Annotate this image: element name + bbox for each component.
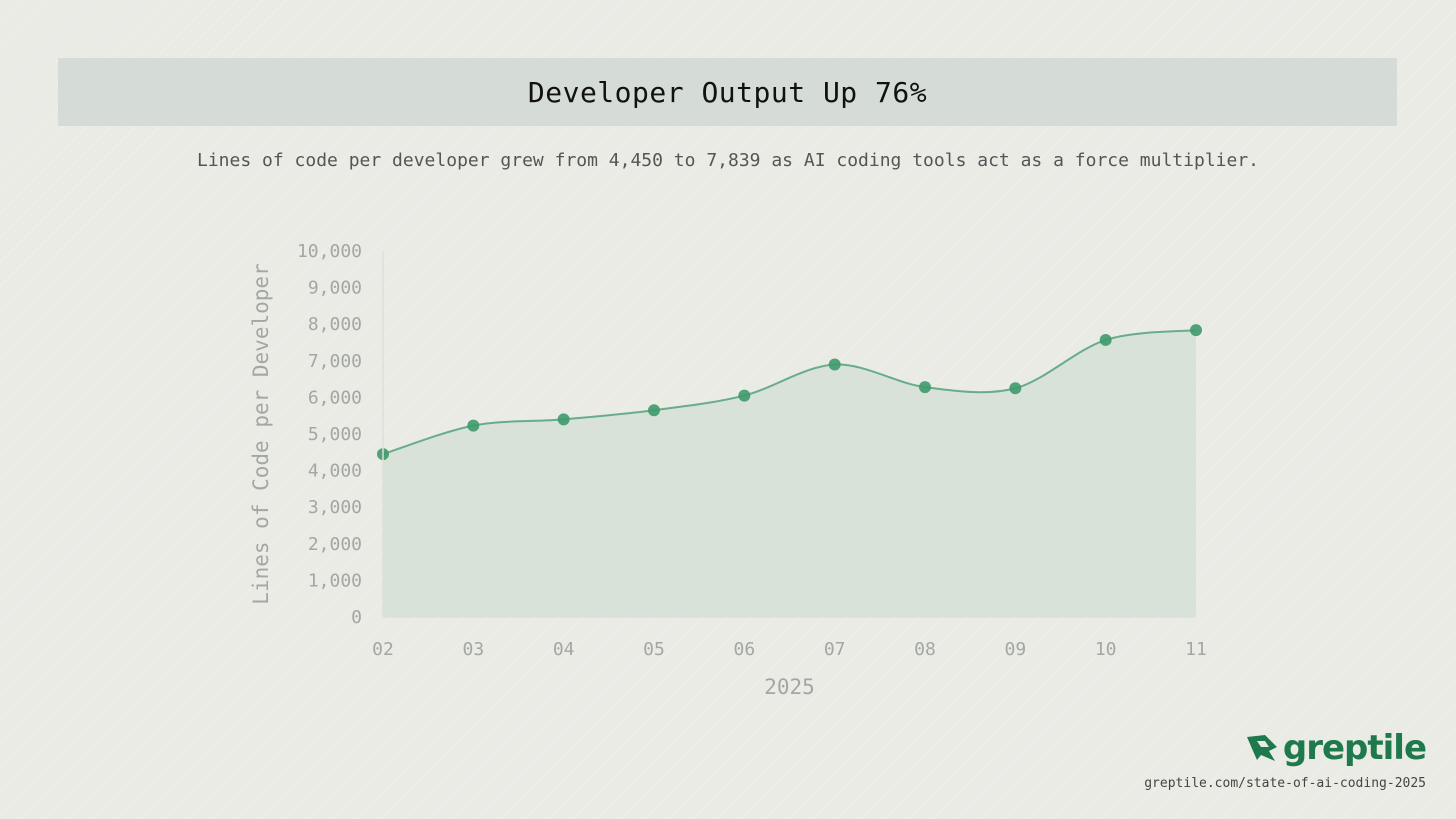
data-point: [557, 413, 570, 426]
page-title: Developer Output Up 76%: [527, 75, 928, 109]
data-point: [1009, 382, 1022, 395]
y-tick-label: 4,000: [308, 461, 362, 482]
x-tick-label: 09: [1004, 639, 1026, 660]
y-axis-title: Lines of Code per Developer: [249, 263, 273, 604]
y-tick-label: 5,000: [308, 424, 362, 445]
y-tick-label: 1,000: [308, 570, 362, 591]
y-tick-label: 3,000: [308, 497, 362, 518]
brand-name: greptile: [1282, 728, 1427, 768]
greptile-logo-icon: [1246, 735, 1277, 761]
axes: 0 1,000 2,000 3,000 4,000 5,000 6,000 7,000 8,00…: [249, 241, 1207, 699]
data-point: [1099, 333, 1112, 346]
x-tick-label: 08: [914, 639, 936, 660]
x-axis-title: 2025: [764, 675, 815, 699]
y-tick-label: 7,000: [308, 351, 362, 372]
data-point: [919, 381, 931, 394]
page-subtitle: Lines of code per developer grew from 4,…: [196, 150, 1260, 171]
x-tick-label: 03: [462, 639, 484, 660]
x-tick-label: 05: [643, 639, 665, 660]
x-tick-label: 07: [824, 639, 846, 660]
x-tick-label: 11: [1185, 639, 1207, 660]
y-tick-label: 6,000: [308, 387, 362, 408]
brand-logo: greptile: [1245, 728, 1427, 768]
y-tick-label: 2,000: [308, 534, 362, 555]
title-bar: Developer Output Up 76%: [58, 58, 1397, 126]
y-tick-label: 0: [351, 607, 362, 628]
x-tick-label: 06: [733, 639, 755, 660]
y-tick-label: 8,000: [308, 314, 362, 335]
data-point: [648, 404, 660, 417]
data-point: [1190, 324, 1202, 337]
y-tick-label: 10,000: [297, 241, 362, 262]
area-fill: [383, 330, 1196, 617]
data-point: [828, 358, 841, 371]
series-line: [382, 329, 1197, 456]
data-point: [738, 389, 751, 402]
x-tick-label: 02: [372, 639, 394, 660]
y-tick-label: 9,000: [308, 278, 362, 299]
source-url: greptile.com/state-of-ai-coding-2025: [1144, 776, 1426, 791]
x-tick-label: 10: [1095, 639, 1117, 660]
plot-area: [377, 324, 1202, 617]
data-point: [467, 419, 480, 432]
x-tick-label: 04: [553, 639, 575, 660]
